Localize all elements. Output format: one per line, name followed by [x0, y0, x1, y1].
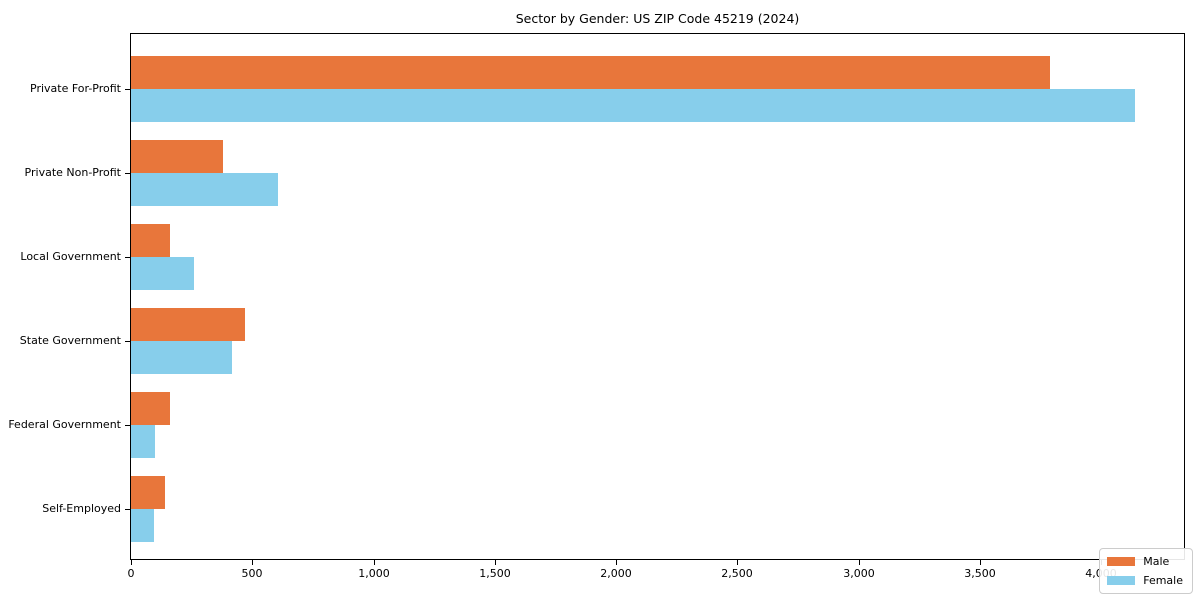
- x-tick-mark: [980, 560, 981, 565]
- x-tick-label: 2,000: [600, 567, 632, 580]
- bar-male-3: [131, 224, 170, 257]
- bar-male-1: [131, 56, 1050, 89]
- y-tick-label: Local Government: [20, 250, 121, 263]
- bar-female-5: [131, 425, 155, 458]
- y-tick-label: State Government: [19, 334, 121, 347]
- y-tick-mark: [125, 509, 130, 510]
- x-tick-label: 3,500: [964, 567, 996, 580]
- bar-male-6: [131, 476, 165, 509]
- x-tick-mark: [859, 560, 860, 565]
- bar-female-4: [131, 341, 232, 374]
- x-tick-mark: [737, 560, 738, 565]
- legend: Male Female: [1099, 548, 1193, 594]
- x-tick-label: 500: [241, 567, 263, 580]
- bar-male-5: [131, 392, 170, 425]
- y-tick-label: Federal Government: [8, 418, 121, 431]
- chart-title: Sector by Gender: US ZIP Code 45219 (202…: [515, 11, 800, 26]
- y-tick-label: Private Non-Profit: [24, 166, 121, 179]
- x-tick-mark: [495, 560, 496, 565]
- y-tick-label: Private For-Profit: [30, 82, 121, 95]
- y-tick-mark: [125, 257, 130, 258]
- x-tick-mark: [131, 560, 132, 565]
- y-tick-mark: [125, 425, 130, 426]
- legend-swatch-male: [1107, 557, 1136, 566]
- legend-label-female: Female: [1143, 574, 1183, 587]
- bar-female-2: [131, 173, 278, 206]
- x-tick-label: 2,500: [721, 567, 753, 580]
- x-tick-mark: [252, 560, 253, 565]
- x-tick-mark: [616, 560, 617, 565]
- plot-area: Private For-Profit Private Non-Profit Loca…: [8, 33, 1185, 580]
- bar-male-2: [131, 140, 223, 173]
- legend-swatch-female: [1107, 576, 1136, 585]
- legend-item-male: Male: [1107, 555, 1183, 568]
- bar-female-6: [131, 509, 154, 542]
- x-tick-label: 1,500: [479, 567, 511, 580]
- bar-female-3: [131, 257, 194, 290]
- x-tick-label: 0: [127, 567, 135, 580]
- x-tick-mark: [374, 560, 375, 565]
- y-tick-mark: [125, 173, 130, 174]
- x-tick-label: 3,000: [843, 567, 875, 580]
- bar-female-1: [131, 89, 1135, 122]
- y-tick-label: Self-Employed: [42, 502, 121, 515]
- y-tick-mark: [125, 341, 130, 342]
- bar-male-4: [131, 308, 245, 341]
- y-tick-mark: [125, 89, 130, 90]
- legend-item-female: Female: [1107, 574, 1183, 587]
- x-tick-label: 1,000: [358, 567, 390, 580]
- legend-label-male: Male: [1143, 555, 1170, 568]
